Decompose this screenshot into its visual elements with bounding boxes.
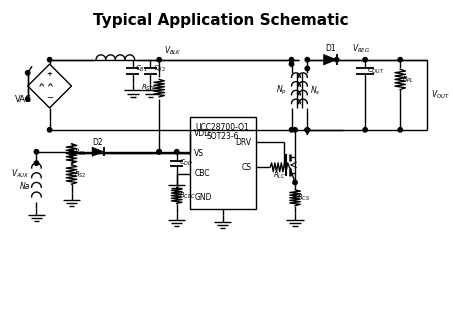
Text: VAC: VAC — [14, 95, 31, 104]
Circle shape — [69, 151, 74, 156]
Circle shape — [174, 150, 179, 154]
Text: $R_{PL}$: $R_{PL}$ — [402, 74, 414, 84]
Circle shape — [289, 128, 294, 132]
Circle shape — [305, 128, 309, 132]
Text: $R_{STR}$: $R_{STR}$ — [141, 83, 157, 93]
Text: CS: CS — [241, 163, 251, 172]
Circle shape — [305, 66, 309, 71]
Text: CBC: CBC — [194, 169, 210, 178]
Circle shape — [157, 150, 161, 154]
Circle shape — [363, 57, 367, 62]
Circle shape — [334, 57, 339, 62]
Text: $R_{LC}$: $R_{LC}$ — [273, 171, 286, 181]
Text: $C_{B2}$: $C_{B2}$ — [153, 63, 165, 74]
Text: SOT23-6: SOT23-6 — [207, 132, 239, 141]
Circle shape — [293, 180, 297, 185]
Circle shape — [69, 150, 74, 154]
Text: D2: D2 — [92, 138, 103, 147]
Text: Na: Na — [19, 182, 30, 191]
Circle shape — [34, 161, 39, 165]
Circle shape — [293, 128, 297, 132]
Text: $R_{CS}$: $R_{CS}$ — [297, 193, 310, 203]
Circle shape — [25, 71, 30, 75]
Text: $R_{S1}$: $R_{S1}$ — [74, 148, 87, 158]
Text: VS: VS — [194, 149, 204, 158]
Circle shape — [157, 57, 161, 62]
Text: $C_{B1}$: $C_{B1}$ — [135, 63, 148, 74]
Polygon shape — [92, 147, 103, 156]
Text: +: + — [47, 71, 53, 77]
Text: Typical Application Schematic: Typical Application Schematic — [93, 13, 348, 28]
Text: UCC28700-Q1: UCC28700-Q1 — [196, 123, 250, 132]
Text: D1: D1 — [325, 44, 335, 53]
Text: DRV: DRV — [235, 138, 251, 147]
Circle shape — [398, 57, 402, 62]
Circle shape — [398, 128, 402, 132]
Text: $V_{BLK}$: $V_{BLK}$ — [164, 45, 181, 57]
Circle shape — [25, 97, 30, 101]
Text: $C_{OUT}$: $C_{OUT}$ — [367, 66, 385, 76]
Text: VDD: VDD — [194, 129, 211, 138]
Circle shape — [34, 150, 39, 154]
Bar — [190, 117, 255, 209]
Text: $R_{CBC}$: $R_{CBC}$ — [179, 191, 196, 201]
Circle shape — [48, 57, 52, 62]
Text: $R_{S2}$: $R_{S2}$ — [74, 169, 87, 180]
Circle shape — [48, 128, 52, 132]
Text: −: − — [46, 93, 53, 102]
Text: $V_{OUT}$: $V_{OUT}$ — [431, 89, 450, 101]
Text: $V_{AUX}$: $V_{AUX}$ — [11, 167, 30, 180]
Text: $N_s$: $N_s$ — [309, 84, 320, 97]
Text: $N_p$: $N_p$ — [276, 84, 287, 97]
Circle shape — [157, 150, 161, 154]
Circle shape — [289, 57, 294, 62]
Text: GND: GND — [194, 193, 212, 202]
Circle shape — [363, 128, 367, 132]
Text: $C_{DD}$: $C_{DD}$ — [179, 158, 193, 168]
Circle shape — [289, 62, 294, 66]
Polygon shape — [323, 55, 337, 65]
Text: $V_{REG}$: $V_{REG}$ — [352, 42, 370, 55]
Circle shape — [305, 57, 309, 62]
